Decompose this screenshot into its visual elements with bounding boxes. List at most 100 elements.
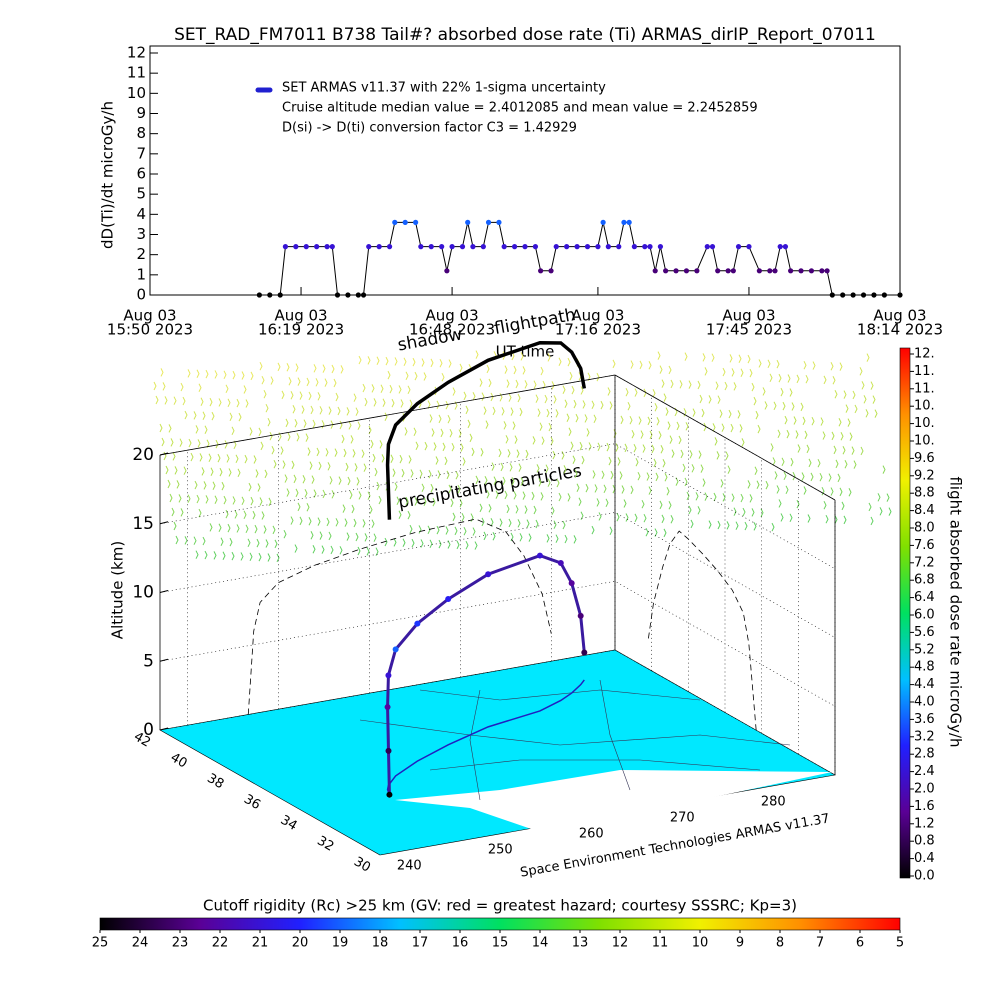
particle-dash <box>756 480 760 489</box>
x-tick-label: 15:50 2023 <box>107 321 193 339</box>
particle-dash <box>845 404 849 413</box>
x-tick-label: 17:45 2023 <box>706 321 792 339</box>
colorbar-tick-label: 5.2 <box>914 642 935 657</box>
particle-dash <box>338 476 342 485</box>
particle-dash <box>175 535 179 545</box>
particle-dash <box>165 465 169 475</box>
particle-dash <box>236 524 240 533</box>
particle-dash <box>348 421 352 430</box>
particle-dash <box>302 475 306 484</box>
particle-dash <box>234 510 238 519</box>
particle-dash <box>351 504 355 514</box>
particle-dash <box>272 525 276 535</box>
particle-dash <box>287 432 291 442</box>
particle-dash <box>630 485 634 495</box>
particle-dash <box>312 545 316 554</box>
data-point <box>829 292 835 298</box>
particle-dash <box>773 401 777 411</box>
particle-dash <box>209 523 213 532</box>
particle-dash <box>574 469 578 478</box>
particle-dash <box>391 398 395 408</box>
particle-dash <box>223 370 227 380</box>
particle-dash <box>341 434 345 444</box>
particle-dash <box>328 531 332 541</box>
particle-dash <box>585 483 589 493</box>
particle-dash <box>499 518 503 527</box>
particle-dash <box>376 481 380 491</box>
particle-dash <box>265 403 269 413</box>
particle-dash <box>380 384 384 393</box>
particle-dash <box>625 387 629 397</box>
particle-dash <box>197 439 201 448</box>
particle-dash <box>621 485 625 494</box>
colorbar-tick-label: 5.6 <box>914 625 935 640</box>
particle-dash <box>368 425 372 435</box>
particle-dash <box>479 378 483 387</box>
particle-dash <box>313 489 317 498</box>
particle-dash <box>180 382 184 392</box>
particle-dash <box>339 420 343 430</box>
colorbar-tick-label: 3.2 <box>914 729 935 744</box>
particle-dash <box>284 474 288 483</box>
particle-dash <box>832 376 836 385</box>
particle-dash <box>407 385 411 395</box>
data-point <box>819 268 825 274</box>
map-border <box>359 719 791 746</box>
particle-dash <box>702 353 706 362</box>
particle-dash <box>704 492 708 501</box>
particle-dash <box>639 360 643 370</box>
particle-dash <box>236 398 240 408</box>
particle-dash <box>256 538 260 548</box>
y-tick-label: 1 <box>136 265 146 283</box>
particle-dash <box>663 393 667 402</box>
particle-dash <box>367 356 371 365</box>
particle-dash <box>484 476 488 485</box>
colorbar-tick-label: 4.8 <box>914 660 935 675</box>
particle-dash <box>321 420 325 429</box>
particle-dash <box>458 429 462 438</box>
particle-dash <box>507 449 511 458</box>
particle-dash <box>744 521 748 531</box>
particle-dash <box>790 457 794 467</box>
colorbar <box>99 917 901 931</box>
particle-dash <box>292 405 296 414</box>
flight-point <box>485 571 492 578</box>
data-point <box>485 219 492 225</box>
particle-dash <box>838 418 842 427</box>
colorbar-tick-label: 10. <box>914 434 935 449</box>
flight-point <box>392 646 399 653</box>
particle-dash <box>879 507 883 516</box>
particle-dash <box>656 417 660 426</box>
z-tick-label: 15 <box>132 514 154 534</box>
particle-dash <box>381 454 385 463</box>
x-tick-label: 17:16 2023 <box>555 321 641 339</box>
colorbar-tick-label: 8.8 <box>914 486 935 501</box>
particle-dash <box>452 387 456 396</box>
map-border <box>599 679 631 791</box>
particle-dash <box>823 375 827 385</box>
colorbar-tick-label: 3.6 <box>914 712 935 727</box>
particle-dash <box>688 380 692 389</box>
particle-dash <box>373 533 377 542</box>
x-tick-label: Aug 03 <box>571 307 624 325</box>
data-point <box>782 244 789 250</box>
particle-dash <box>432 497 436 507</box>
particle-dash <box>290 516 294 525</box>
particle-dash <box>848 488 852 497</box>
data-point <box>735 244 742 250</box>
z-tick <box>159 727 169 731</box>
particle-dash <box>567 493 571 502</box>
particle-dash <box>516 449 520 458</box>
particle-dash <box>780 513 784 522</box>
particle-dash <box>830 362 834 371</box>
particle-dash <box>568 427 572 436</box>
particle-dash <box>202 536 206 546</box>
colorbar-tick-label: 0.8 <box>914 834 935 849</box>
particle-dash <box>535 519 539 529</box>
particle-dash <box>167 479 171 489</box>
particle-dash <box>684 477 688 487</box>
particle-dash <box>767 359 771 369</box>
particle-dash <box>863 395 867 404</box>
particle-dash <box>446 470 450 480</box>
particle-dash <box>283 529 287 539</box>
